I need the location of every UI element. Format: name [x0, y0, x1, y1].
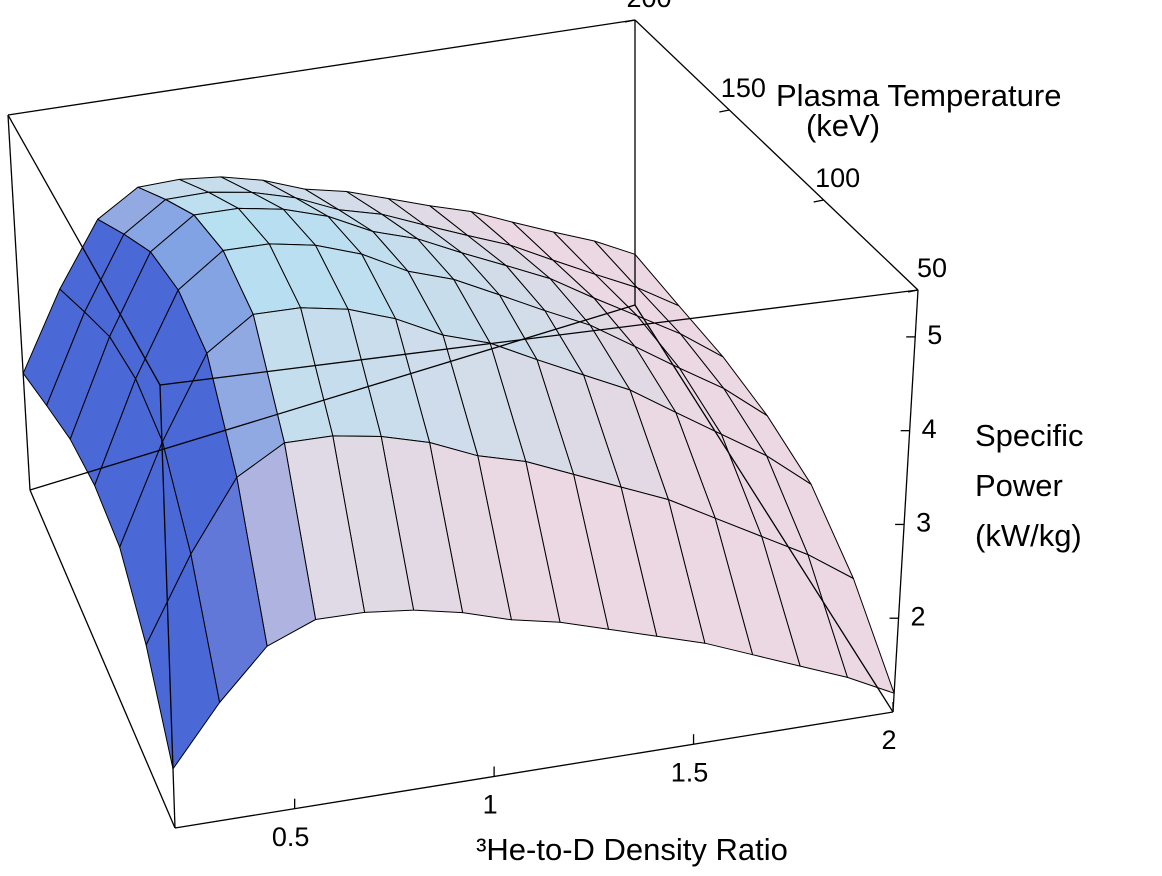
box-edge: [174, 711, 894, 829]
y-tick: [624, 19, 636, 23]
surface-patch: [145, 553, 221, 770]
z-tick-label: 3: [916, 508, 931, 538]
z-tick-label: 2: [911, 601, 926, 631]
z-tick-label: 5: [927, 320, 942, 350]
box-edge: [892, 289, 919, 713]
x-axis-title: ³He-to-D Density Ratio: [476, 832, 788, 867]
box-edge: [634, 304, 894, 713]
box-edge: [159, 384, 176, 829]
box-edge: [159, 289, 919, 386]
x-tick-label: 1.5: [671, 757, 709, 787]
x-tick-label: 2: [881, 725, 896, 755]
x-tick-label: 0.5: [272, 822, 310, 852]
box-edge: [7, 19, 636, 116]
y-tick-label: 150: [721, 73, 766, 103]
box-edge: [7, 114, 161, 386]
y-tick-label: 200: [626, 0, 671, 13]
box-edge: [7, 114, 31, 491]
y-tick: [907, 289, 919, 293]
y-tick: [719, 109, 730, 113]
y-axis-title: (keV): [806, 108, 880, 143]
z-axis-title: Power: [975, 468, 1063, 503]
box-edge: [29, 489, 176, 829]
z-axis-title: (kW/kg): [975, 518, 1082, 553]
y-tick-label: 50: [917, 253, 947, 283]
z-axis-title: Specific: [975, 418, 1084, 453]
y-tick: [813, 199, 824, 203]
y-tick-label: 100: [815, 163, 860, 193]
box-edge: [29, 304, 636, 491]
y-axis-title: Plasma Temperature: [776, 78, 1061, 113]
box-edge: [634, 19, 919, 291]
x-tick-label: 1: [483, 790, 498, 820]
z-tick-label: 4: [922, 414, 937, 444]
